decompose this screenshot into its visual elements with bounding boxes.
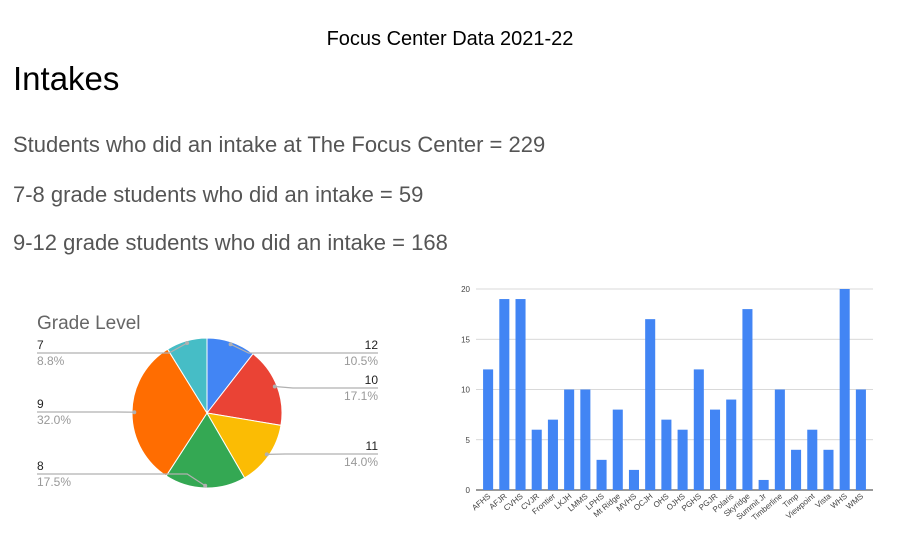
pie-slice-grade-7	[166, 337, 208, 415]
bar-vista	[823, 449, 834, 490]
pie-label-grade-12: 12	[365, 338, 379, 352]
pie-percent-grade-9: 32.0%	[37, 413, 71, 427]
bar-y-tick-label: 5	[466, 436, 471, 445]
pie-leader-line	[230, 343, 378, 354]
bar-y-tick-label: 10	[461, 386, 470, 395]
pie-slice-grade-10	[206, 353, 283, 426]
bar-wms	[855, 389, 866, 490]
pie-leader-dot	[272, 384, 277, 389]
bar-afjr	[499, 299, 510, 490]
bar-lkjh	[564, 389, 575, 490]
pie-percent-grade-7: 8.8%	[37, 354, 65, 368]
pie-slice-grade-11	[206, 412, 282, 479]
bar-x-tick-label: Vista	[813, 491, 833, 510]
bar-cvhs	[515, 299, 526, 490]
bar-y-tick-label: 0	[466, 486, 471, 495]
pie-percent-grade-10: 17.1%	[344, 389, 378, 403]
pie-leader-dot	[264, 452, 269, 457]
bar-mt-ridge	[612, 409, 623, 490]
section-title: Intakes	[13, 60, 120, 97]
bar-y-tick-label: 20	[461, 285, 470, 294]
pie-leader-line	[274, 385, 378, 389]
stat-grade-7-8-intakes: 7-8 grade students who did an intake = 5…	[13, 182, 424, 207]
bar-ohs	[661, 419, 672, 490]
stat-total-intakes: Students who did an intake at The Focus …	[13, 132, 546, 157]
pie-chart-title: Grade Level	[37, 313, 141, 334]
pie-label-grade-11: 11	[366, 439, 379, 453]
bar-x-tick-label: WHS	[829, 492, 849, 511]
pie-percent-grade-8: 17.5%	[37, 475, 71, 489]
pie-chart: Grade Level 12 10.5% 10 17.1% 11 14.0% 8 17.5% 9…	[37, 313, 379, 489]
pie-label-grade-10: 10	[365, 373, 379, 387]
bar-pgjr	[710, 409, 721, 490]
bar-ojhs	[677, 429, 688, 490]
bar-ocjh	[645, 319, 656, 490]
pie-leader-line	[37, 473, 206, 487]
pie-leader-dot	[132, 410, 137, 415]
bar-y-tick-label: 15	[461, 335, 470, 344]
pie-leader-dot	[203, 483, 208, 488]
page-title: Focus Center Data 2021-22	[326, 28, 574, 50]
bar-summit-jr	[758, 479, 769, 490]
bar-lphs	[596, 459, 607, 490]
bar-frontier	[547, 419, 558, 490]
bar-whs	[839, 289, 850, 490]
bar-x-tick-label: WMS	[844, 492, 865, 511]
pie-label-grade-8: 8	[37, 459, 44, 473]
stat-grade-9-12-intakes: 9-12 grade students who did an intake = …	[13, 230, 448, 255]
bar-cvjr	[531, 429, 542, 490]
bar-timp	[791, 449, 802, 490]
bar-mvhs	[628, 469, 639, 490]
pie-percent-grade-11: 14.0%	[344, 455, 378, 469]
bar-afhs	[483, 369, 494, 490]
pie-label-grade-9: 9	[37, 397, 44, 411]
bar-viewpoint	[807, 429, 818, 490]
pie-slice-grade-8	[165, 412, 246, 489]
pie-leader-dot	[185, 341, 190, 345]
pie-leader-line	[37, 342, 188, 354]
bar-lmms	[580, 389, 591, 490]
pie-percent-grade-12: 10.5%	[344, 354, 378, 368]
bar-skyridge	[742, 309, 753, 490]
bar-timberline	[774, 389, 785, 490]
pie-leader-dot	[228, 342, 233, 347]
bar-polaris	[726, 399, 737, 490]
pie-label-grade-7: 7	[37, 338, 44, 352]
bar-pghs	[693, 369, 704, 490]
